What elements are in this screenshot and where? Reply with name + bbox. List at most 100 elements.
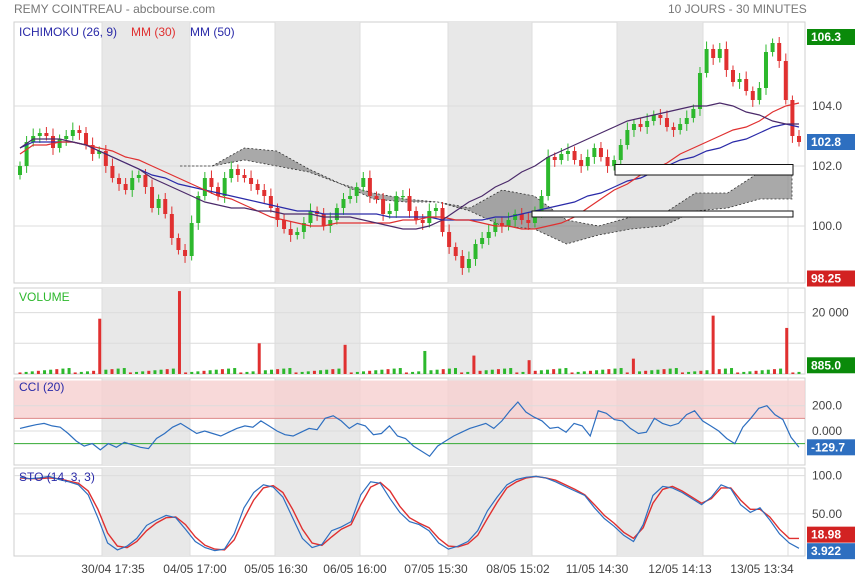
volume-bar [460, 372, 464, 374]
sto-k-line [19, 475, 800, 552]
price-badge: 106.3 [811, 30, 841, 44]
candle [711, 49, 716, 58]
candle [433, 208, 438, 211]
volume-bar [668, 368, 672, 374]
candle [473, 244, 478, 259]
volume-bar [239, 372, 243, 374]
candle [612, 160, 617, 166]
candle [783, 61, 788, 100]
candle [625, 130, 630, 145]
x-tick-label: 05/05 16:30 [244, 562, 308, 576]
volume-bar [582, 371, 586, 374]
volume-bar [576, 371, 580, 374]
candle [704, 49, 709, 73]
candle [110, 166, 115, 178]
sto-ytick: 50.00 [812, 507, 842, 521]
volume-bar [570, 372, 574, 374]
candle [770, 43, 775, 52]
candle [183, 250, 188, 256]
candle [493, 223, 498, 232]
volume-bar [141, 371, 145, 374]
volume-bar [791, 372, 795, 374]
volume-bar [772, 369, 776, 374]
candle [631, 124, 636, 130]
volume-bar [331, 369, 335, 374]
cci-badge-bg [807, 439, 855, 456]
candle [519, 214, 524, 220]
candle [169, 214, 174, 238]
price-session-band [275, 22, 360, 283]
chart-title: REMY COINTREAU - abcbourse.com [14, 2, 216, 16]
candle [651, 115, 656, 121]
volume-bar [441, 369, 445, 374]
candle [381, 199, 386, 214]
volume-bar [116, 368, 120, 374]
volume-bar [343, 344, 347, 374]
candle [136, 175, 141, 178]
volume-bar [355, 371, 359, 374]
candle [222, 178, 227, 196]
volume-bar [546, 369, 550, 374]
candle [592, 148, 597, 157]
sto-title: STO (14, 3, 3) [19, 470, 95, 484]
volume-bar [24, 371, 28, 374]
price-badge-bg [807, 29, 855, 45]
volume-bar [674, 368, 678, 374]
candle [400, 196, 405, 198]
x-tick-label: 08/05 15:02 [486, 562, 550, 576]
candle [57, 139, 62, 148]
candle [684, 118, 689, 124]
volume-bar [79, 371, 83, 374]
volume-bar [533, 370, 537, 374]
candle [196, 196, 201, 223]
volume-bar [558, 368, 562, 374]
volume-title: VOLUME [19, 290, 70, 304]
volume-bar [227, 368, 231, 374]
volume-bar [631, 358, 635, 374]
volume-bar [693, 371, 697, 374]
volume-bar [306, 371, 310, 374]
volume-bar [417, 371, 421, 374]
volume-bar [785, 327, 789, 374]
x-tick-label: 13/05 13:34 [730, 562, 794, 576]
candle [605, 157, 610, 166]
volume-bar [61, 368, 65, 374]
volume-bar [263, 370, 267, 374]
candle [361, 178, 366, 187]
candle [123, 184, 128, 190]
candle [744, 79, 749, 91]
candle [202, 178, 207, 196]
candle [546, 157, 551, 196]
candle [565, 151, 570, 154]
volume-bar [202, 370, 206, 374]
sto-ytick: 100.0 [812, 469, 842, 483]
candle [585, 157, 590, 166]
volume-bar [466, 371, 470, 374]
candle [394, 196, 399, 211]
candle [70, 130, 75, 136]
volume-bar [282, 368, 286, 374]
tenkan-line [19, 102, 799, 230]
candle [618, 145, 623, 160]
volume-bar [251, 371, 255, 374]
candle [268, 196, 273, 208]
x-tick-label: 07/05 15:30 [404, 562, 468, 576]
candle [242, 175, 247, 178]
volume-bar [588, 370, 592, 374]
volume-bar [349, 372, 353, 374]
sto-session-band [102, 468, 190, 556]
candle [308, 211, 313, 223]
volume-bar [325, 369, 329, 374]
volume-bar [122, 368, 126, 374]
candle [262, 190, 267, 196]
candle [97, 151, 102, 154]
volume-bar [699, 370, 703, 374]
volume-bar [619, 368, 623, 374]
volume-bar [214, 369, 218, 374]
volume-bar [171, 368, 175, 374]
candle [301, 223, 306, 232]
volume-bar [257, 343, 261, 374]
cci-title: CCI (20) [19, 380, 64, 394]
sto-badge-d-bg [807, 526, 855, 543]
